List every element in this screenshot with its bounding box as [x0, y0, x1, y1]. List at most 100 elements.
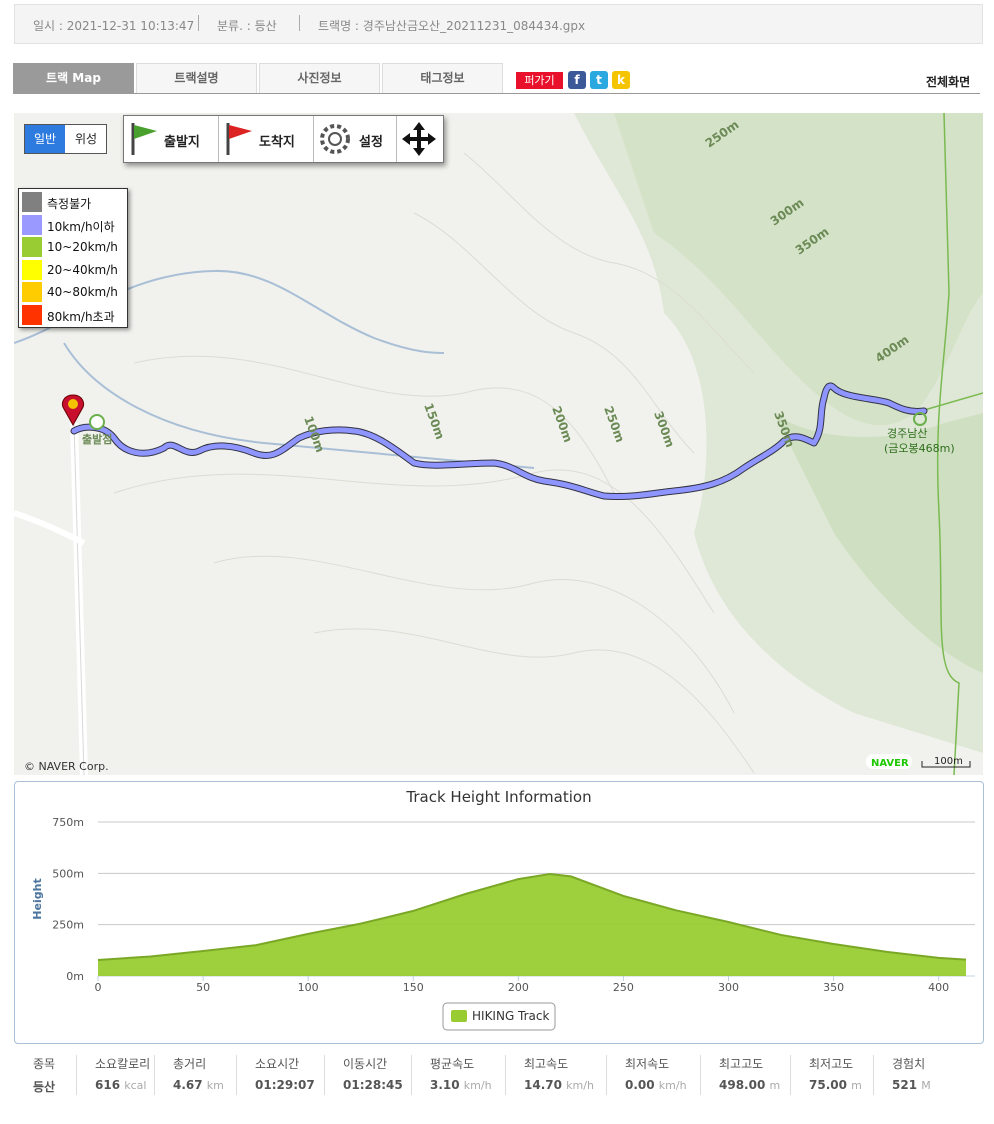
settings-button[interactable]: 설정 — [314, 116, 397, 162]
map[interactable]: 100m 150m 200m 250m 300m 250m 300m 350m … — [14, 113, 983, 775]
separator — [299, 15, 300, 31]
chart-title: Track Height Information — [405, 788, 591, 806]
stream — [63, 342, 535, 469]
fullscreen-button[interactable]: 전체화면 — [926, 75, 971, 89]
y-tick-label: 0m — [66, 970, 84, 983]
stat-value: 75.00 m — [809, 1078, 862, 1092]
chart-panel: Track Height Information Height 0m 250m 50… — [14, 781, 984, 1044]
tab[interactable]: 태그정보 — [382, 63, 503, 94]
stat-value: 498.00 m — [719, 1078, 780, 1092]
stat-item: 최고속도 14.70 km/h — [505, 1055, 594, 1095]
legend-label: 측정불가 — [47, 197, 92, 211]
separator — [198, 15, 199, 31]
stat-unit: m — [769, 1079, 781, 1092]
stat-item: 소요시간 01:29:07 — [236, 1055, 315, 1095]
stat-unit: km/h — [566, 1079, 594, 1092]
stat-value: 4.67 km — [173, 1078, 224, 1092]
contour-label: 200m — [549, 404, 575, 444]
stat-item: 최고고도 498.00 m — [700, 1055, 780, 1095]
x-tick-label: 250 — [613, 981, 634, 994]
legend-item: 10km/h이하 — [22, 214, 126, 236]
stat-number: 4.67 — [173, 1078, 203, 1092]
speed-legend: 측정불가 10km/h이하 10~20km/h 20~40km/h 40~80km/h 8… — [18, 188, 128, 328]
legend-label: 10~20km/h — [47, 240, 118, 254]
stat-value: 616 kcal — [95, 1078, 150, 1092]
stat-unit: km — [206, 1079, 224, 1092]
date: 일시 : 2021-12-31 10:13:47 — [33, 19, 195, 33]
legend-label: 20~40km/h — [47, 262, 118, 277]
stat-number: 0.00 — [625, 1078, 655, 1092]
stat-number: 521 — [892, 1078, 918, 1092]
goal-flag-icon — [226, 123, 252, 155]
start-marker — [89, 414, 105, 430]
legend-swatch — [22, 259, 42, 280]
stat-label: 종목 — [33, 1057, 56, 1071]
stat-label: 소요칼로리 — [95, 1057, 151, 1071]
stat-label: 소요시간 — [255, 1057, 300, 1071]
stat-number: 14.70 — [524, 1078, 562, 1092]
stat-unit: M — [921, 1079, 931, 1092]
view-button[interactable]: 위성 — [74, 132, 98, 146]
tab[interactable]: 사진정보 — [259, 63, 380, 94]
view-toggle: 일반 위성 — [24, 124, 107, 154]
facebook-icon[interactable]: f — [568, 71, 586, 89]
view-button[interactable]: 일반 — [25, 125, 65, 153]
twitter-icon[interactable]: t — [590, 71, 608, 89]
peak-label: (금오봉468m) — [884, 442, 955, 455]
tab[interactable]: 트랙설명 — [136, 63, 257, 94]
info-bar: 일시 : 2021-12-31 10:13:47 분류. : 등산 트랙명 : … — [14, 4, 983, 44]
naver-logo: NAVER — [871, 758, 909, 769]
legend-box[interactable] — [442, 1002, 556, 1031]
x-tick-label: 200 — [508, 981, 529, 994]
stat-value: 3.10 km/h — [430, 1078, 492, 1092]
road — [14, 510, 86, 546]
stat-value: 등산 — [33, 1078, 55, 1095]
stat-unit: km/h — [658, 1079, 687, 1092]
legend-item: 40~80km/h — [22, 281, 126, 303]
tab[interactable]: 트랙 Map — [13, 63, 134, 94]
stat-number: 01:28:45 — [343, 1078, 403, 1092]
legend-item: 10~20km/h — [22, 236, 126, 258]
start-label: 출발점 — [82, 432, 112, 446]
naver-badge — [866, 754, 912, 769]
contours — [113, 152, 755, 774]
trail — [936, 113, 960, 775]
kakao-icon[interactable]: k — [612, 71, 630, 89]
y-tick-label: 500m — [52, 867, 84, 880]
stat-unit: m — [851, 1079, 862, 1092]
stat-unit: kcal — [124, 1079, 147, 1092]
height-chart: Track Height Information Height 0m 250m 50… — [31, 788, 975, 1031]
stat-value: 01:29:07 — [255, 1078, 315, 1092]
area — [98, 873, 966, 976]
settings-text: 설정 — [359, 135, 383, 150]
stat-label: 총거리 — [173, 1057, 207, 1071]
contour-label: 250m — [601, 404, 627, 444]
legend-swatch — [22, 192, 42, 212]
stat-item: 평균속도 3.10 km/h — [411, 1055, 492, 1095]
stat-item: 경험치 521 M — [873, 1055, 931, 1095]
road-edge — [73, 422, 85, 775]
legend-label: 40~80km/h — [47, 285, 118, 299]
stat-label: 최고속도 — [524, 1057, 569, 1071]
legend-item: 20~40km/h — [22, 259, 126, 281]
legend-label: HIKING Track — [472, 1009, 550, 1023]
share-button[interactable]: 퍼가기 — [516, 72, 563, 89]
goal-button[interactable]: 도착지 — [219, 116, 314, 162]
stat-number: 616 — [95, 1078, 121, 1092]
stat-label: 최저고도 — [809, 1057, 854, 1071]
start-button[interactable]: 출발지 — [124, 116, 219, 162]
stat-number: 01:29:07 — [255, 1078, 315, 1092]
pan-icon[interactable] — [399, 119, 439, 159]
legend-swatch — [22, 304, 42, 325]
x-tick-label: 0 — [95, 981, 102, 994]
stat-unit: km/h — [463, 1079, 492, 1092]
x-tick-label: 350 — [823, 981, 844, 994]
stat-label: 이동시간 — [343, 1057, 388, 1071]
start-flag-icon — [131, 123, 157, 155]
legend-swatch — [22, 237, 42, 257]
hill — [614, 113, 983, 426]
peak-marker — [913, 412, 927, 426]
